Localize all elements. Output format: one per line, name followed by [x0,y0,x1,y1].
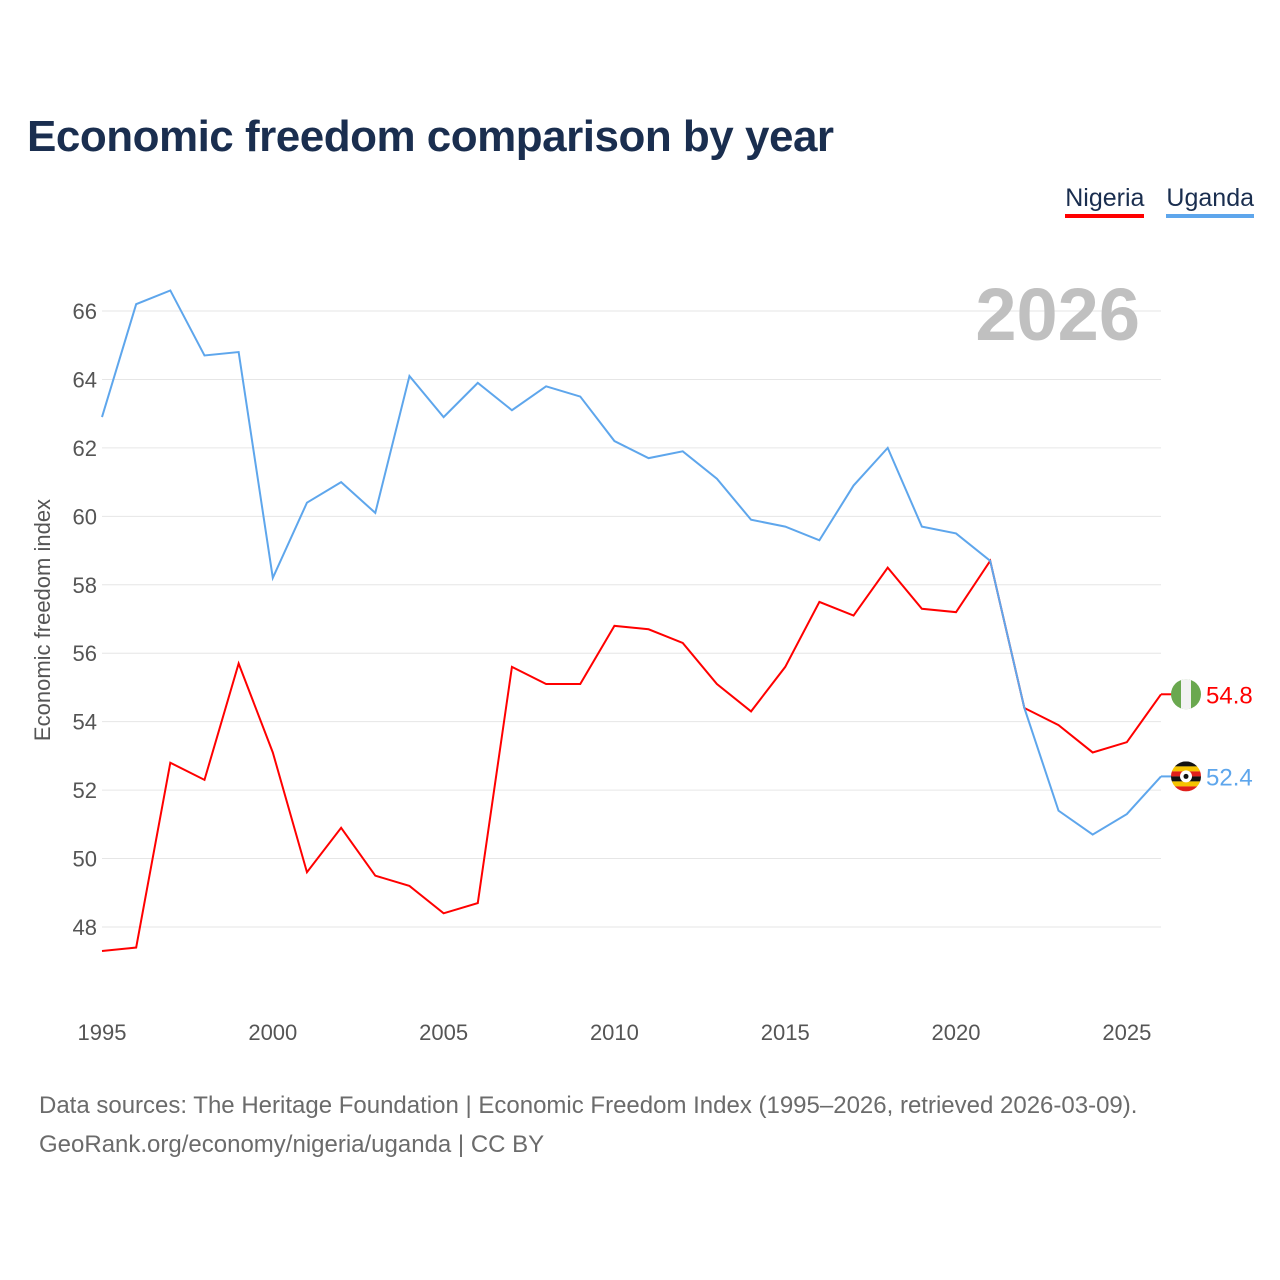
y-tick-label: 52 [73,778,97,803]
x-tick-label: 2000 [248,1020,297,1045]
y-tick-label: 56 [73,641,97,666]
x-tick-label: 1995 [78,1020,127,1045]
x-tick-label: 2025 [1102,1020,1151,1045]
end-value-label: 54.8 [1206,682,1253,709]
series-line-uganda [101,289,1162,836]
legend-uganda[interactable]: Uganda [1166,184,1254,218]
y-tick-label: 60 [73,504,97,529]
legend-nigeria[interactable]: Nigeria [1065,184,1145,218]
series-line-nigeria [101,558,1162,952]
uganda-flag-icon [1171,761,1201,792]
x-tick-label: 2010 [590,1020,639,1045]
chart-title: Economic freedom comparison by year [27,112,834,161]
source-line-1: Data sources: The Heritage Foundation | … [39,1092,1138,1119]
y-tick-label: 54 [73,710,97,735]
y-tick-label: 64 [73,367,97,392]
source-line-2[interactable]: GeoRank.org/economy/nigeria/uganda | CC … [39,1131,545,1158]
end-value-label: 52.4 [1206,764,1253,791]
year-watermark: 2026 [975,273,1140,356]
y-tick-label: 48 [73,915,97,940]
nigeria-flag-icon [1171,679,1201,710]
source-note: Data sources: The Heritage Foundation | … [39,1086,1137,1164]
x-tick-label: 2020 [932,1020,981,1045]
y-axis-label: Economic freedom index [30,499,55,741]
y-tick-label: 58 [73,573,97,598]
legend: Nigeria Uganda [1065,184,1254,218]
y-tick-label: 66 [73,299,97,324]
y-tick-label: 62 [73,436,97,461]
x-tick-label: 2015 [761,1020,810,1045]
x-tick-label: 2005 [419,1020,468,1045]
y-tick-label: 50 [73,847,97,872]
